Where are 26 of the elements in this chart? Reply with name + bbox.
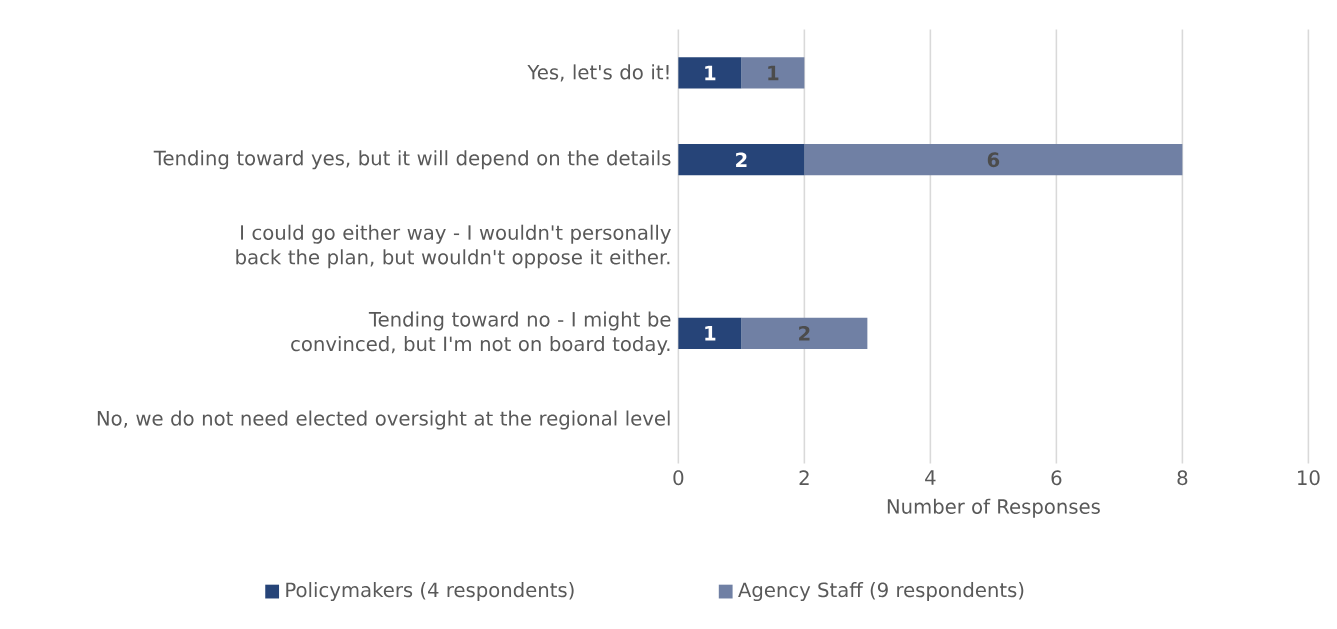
data-label: 1 — [705, 326, 716, 341]
y-tick-label: Tending toward yes, but it will depend on the details — [153, 150, 671, 170]
data-label: 2 — [736, 152, 747, 168]
x-tick-label: 10 — [1298, 470, 1320, 486]
legend-label: Policymakers (4 respondents) — [286, 582, 574, 602]
x-tick-label: 2 — [799, 470, 809, 485]
data-label: 6 — [987, 152, 1000, 168]
x-axis-title: Number of Responses — [887, 498, 1100, 518]
bar — [741, 57, 805, 89]
bar — [678, 317, 742, 349]
data-label: 1 — [768, 65, 779, 81]
bar — [804, 144, 1183, 176]
x-tick-label: 4 — [925, 470, 936, 485]
x-tick-label: 0 — [673, 470, 684, 486]
data-label: 2 — [799, 325, 810, 341]
x-tick-label: 6 — [1051, 470, 1062, 486]
y-tick-label: Yes, let's do it! — [527, 64, 669, 82]
bar — [741, 317, 868, 349]
data-label: 1 — [705, 65, 716, 81]
bar — [678, 57, 742, 89]
y-tick-label: No, we do not need elected oversight at the regional level — [97, 410, 670, 430]
x-tick-label: 8 — [1177, 470, 1188, 486]
y-tick-label: I could go either way - I wouldn't personally back the plan, but wouldn't oppose it either. — [236, 224, 671, 269]
legend-label: Agency Staff (9 respondents) — [738, 582, 1024, 602]
bar — [678, 144, 805, 176]
y-tick-label: Tending toward no - I might be convinced, but I'm not on board today. — [291, 311, 671, 356]
